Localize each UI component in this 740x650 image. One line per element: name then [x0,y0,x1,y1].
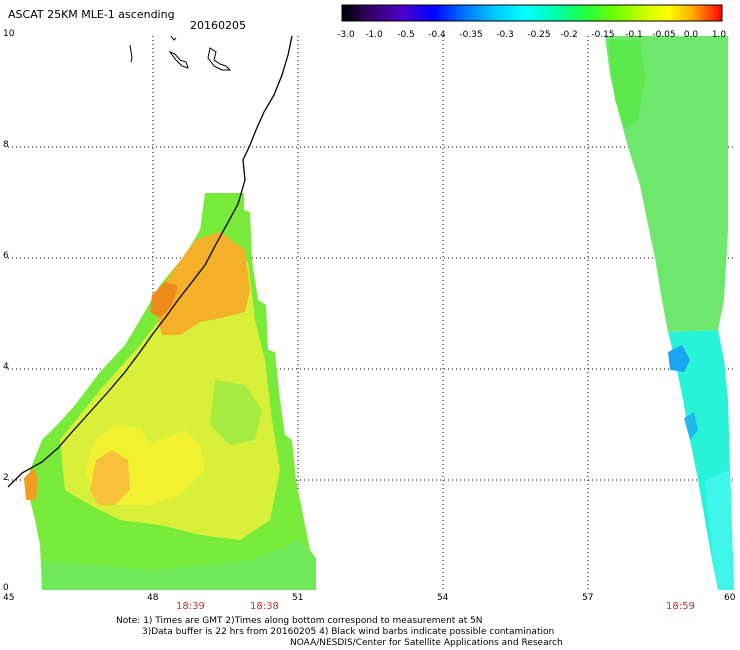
pass-time-label: 18:39 [176,601,205,612]
y-tick-label: 4 [3,362,9,372]
footnotes: Note: 1) Times are GMT 2)Times along bot… [116,616,563,649]
x-tick-label: 57 [582,593,594,603]
colorbar-label-10: -0.05 [652,30,676,40]
swath-left-green-south [42,540,316,590]
island-2 [168,50,189,69]
pass-time-label: 18:38 [250,601,279,612]
y-tick-label: 0 [3,583,9,593]
swath-right [605,36,734,590]
colorbar-label-11: 0.0 [683,30,699,40]
y-tick-label: 6 [3,251,9,261]
colorbar-label-3: -0.4 [428,30,446,40]
swath-left-orange-patch [90,450,130,505]
x-tick-label: 51 [292,593,304,603]
colorbar-label-6: -0.25 [527,30,551,40]
x-tick-label: 45 [3,593,15,603]
colorbar-label-12: 1.0 [711,30,727,40]
footnote-line-3: NOAA/NESDIS/Center for Satellite Applica… [290,638,563,648]
x-tick-label: 60 [724,593,736,603]
footnote-line-1: Note: 1) Times are GMT 2)Times along bot… [116,616,483,626]
colorbar-gradient [341,4,723,22]
colorbar-label-4: -0.35 [459,30,483,40]
swath-left-orange-north [152,232,250,335]
colorbar-label-2: -0.5 [397,30,415,40]
island-1 [129,44,133,63]
pass-time-label: 18:59 [666,601,695,612]
y-tick-label: 10 [3,29,15,39]
footnote-line-2: 3)Data buffer is 22 hrs from 20160205 4)… [142,627,555,637]
swath-left [24,193,316,590]
colorbar-label-1: -1.0 [365,30,383,40]
colorbar-label-5: -0.3 [496,30,514,40]
coastline [7,35,293,488]
map-title: ASCAT 25KM MLE-1 ascending [8,8,175,21]
swath-left-orange-edge [150,282,178,318]
island-3 [207,47,232,71]
y-tick-label: 8 [3,140,9,150]
x-tick-label: 54 [437,593,449,603]
swath-left-orange-west [24,468,38,500]
colorbar-label-0: -3.0 [337,30,355,40]
islands [129,35,232,71]
colorbar: -3.0 -1.0 -0.5 -0.4 -0.35 -0.3 -0.25 -0.… [337,4,726,40]
island-4 [170,35,177,41]
colorbar-label-9: -0.1 [625,30,643,40]
swath-right-blue-patch-2 [684,412,698,440]
swath-right-blue-patch [668,345,690,372]
swath-left-lightgreen-patch [210,380,262,445]
colorbar-label-8: -0.15 [591,30,615,40]
y-tick-label: 2 [3,473,9,483]
map-date: 20160205 [190,19,246,32]
x-tick-label: 48 [147,593,159,603]
colorbar-label-7: -0.2 [560,30,578,40]
swath-right-cyan-light [705,470,734,590]
swath-right-green-bright [608,40,645,128]
